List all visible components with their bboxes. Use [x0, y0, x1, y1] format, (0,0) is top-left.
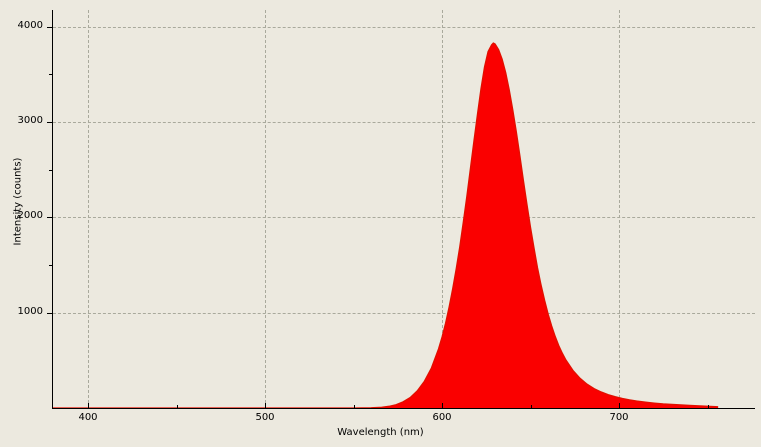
y-tick-1000 — [47, 312, 53, 314]
x-tick-label-700: 700 — [609, 412, 629, 423]
y-tick-label-1000: 1000 — [17, 305, 43, 317]
y-tick-minor-2500 — [49, 169, 53, 171]
y-axis-line — [52, 10, 53, 409]
y-tick-label-4000: 4000 — [17, 19, 43, 31]
y-tick-2000 — [47, 217, 53, 219]
x-tick-700 — [619, 403, 620, 409]
gridline-h-2000 — [53, 217, 755, 219]
x-tick-minor-750 — [707, 405, 709, 409]
x-tick-label-400: 400 — [78, 412, 98, 423]
y-tick-4000 — [47, 26, 53, 28]
x-tick-minor-450 — [176, 405, 178, 409]
x-tick-600 — [442, 403, 443, 409]
gridline-v-400 — [88, 10, 89, 408]
x-tick-label-600: 600 — [432, 412, 452, 423]
y-tick-minor-1500 — [49, 265, 53, 267]
y-tick-label-3000: 3000 — [17, 115, 43, 127]
x-axis-line — [52, 408, 755, 409]
x-tick-minor-650 — [530, 405, 532, 409]
x-tick-500 — [265, 403, 266, 409]
y-axis-title: Intensity (counts) — [12, 157, 24, 246]
y-tick-label-2000: 2000 — [17, 210, 43, 222]
gridline-h-1000 — [53, 312, 755, 314]
gridline-h-4000 — [53, 26, 755, 28]
gridline-h-3000 — [53, 122, 755, 124]
x-tick-minor-550 — [353, 405, 355, 409]
gridline-v-700 — [619, 10, 620, 408]
y-tick-3000 — [47, 122, 53, 124]
gridline-v-500 — [265, 10, 266, 408]
x-tick-400 — [88, 403, 89, 409]
y-tick-minor-3500 — [49, 74, 53, 76]
x-axis-title: Wavelength (nm) — [337, 427, 424, 438]
gridline-v-600 — [442, 10, 443, 408]
x-tick-label-500: 500 — [255, 412, 275, 423]
